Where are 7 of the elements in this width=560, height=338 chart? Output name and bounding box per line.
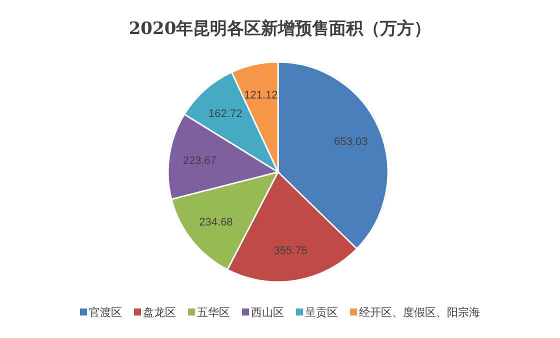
legend-label: 西山区 xyxy=(251,306,284,319)
legend-label: 官渡区 xyxy=(89,306,122,319)
legend-label: 盘龙区 xyxy=(143,306,176,319)
legend-label: 五华区 xyxy=(197,307,230,319)
legend-label: 经开区、度假区、阳宗海 xyxy=(359,306,480,319)
legend-label: 呈贡区 xyxy=(305,307,338,319)
title: 2020年昆明各区新增预售面积（万方） xyxy=(128,19,432,39)
